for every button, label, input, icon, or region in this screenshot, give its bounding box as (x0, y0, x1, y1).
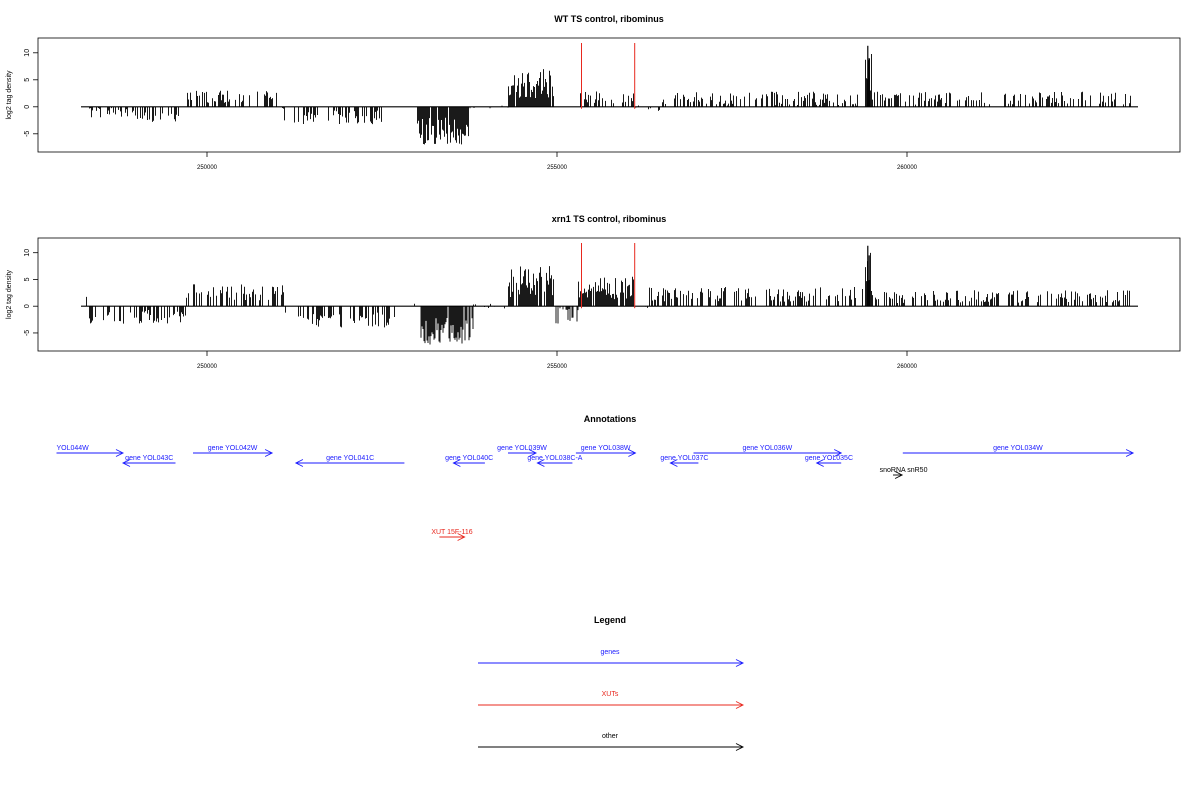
annotations-panel: Annotations YOL044W gene YOL043C gene YOL04… (56, 414, 1135, 541)
y-tick-label: 0 (24, 105, 31, 109)
arrowhead-icon (628, 449, 637, 457)
arrowhead-icon (735, 743, 745, 751)
feature-label: gene YOL040C (445, 455, 493, 462)
plot-panel-1: WT TS control, ribominus log2 tag density… (6, 14, 1181, 171)
x-tick-label: 250000 (197, 364, 218, 370)
plot-frame (37, 237, 1181, 352)
feature-gene: gene YOL034W (902, 445, 1135, 457)
y-tick-label: 0 (24, 304, 31, 308)
feature-gene: gene YOL039W (497, 445, 547, 457)
legend-label: genes (600, 649, 620, 656)
x-tick-label: 255000 (547, 165, 568, 171)
feature-label: gene YOL035C (805, 455, 853, 462)
legend-item: XUTs (478, 691, 745, 709)
y-tick-label: -5 (24, 330, 31, 336)
arrowhead-icon (264, 449, 274, 457)
feature-label: gene YOL041C (326, 455, 374, 462)
plot-title: WT TS control, ribominus (554, 14, 664, 24)
coverage-bars (89, 45, 1131, 145)
arrowhead-icon (833, 449, 843, 457)
y-axis-label: log2 tag density (6, 269, 13, 319)
feature-label: YOL044W (57, 445, 90, 452)
x-tick-label: 260000 (897, 165, 918, 171)
legend: Legend genes XUTs other (478, 615, 745, 751)
arrowhead-icon (457, 533, 466, 541)
feature-gene: YOL044W (56, 445, 125, 457)
plot-panel-2: xrn1 TS control, ribominus log2 tag densi… (6, 214, 1181, 370)
arrowhead-icon (115, 449, 125, 457)
x-tick-label: 255000 (547, 364, 568, 370)
feature-gene: gene YOL036W (693, 445, 843, 457)
feature-xut: XUT 15F-116 (431, 529, 473, 541)
feature-label: XUT 15F-116 (431, 529, 472, 536)
x-tick-label: 250000 (197, 165, 218, 171)
y-tick-label: 5 (24, 277, 31, 281)
feature-gene: gene YOL038C-A (527, 455, 583, 467)
feature-gene: gene YOL038W (575, 445, 637, 457)
feature-label: snoRNA snR50 (880, 467, 928, 474)
feature-gene: gene YOL043C (121, 455, 176, 467)
feature-label: gene YOL038W (581, 445, 631, 452)
annotations-title: Annotations (584, 414, 637, 424)
arrowhead-icon (735, 659, 745, 667)
feature-label: gene YOL042W (208, 445, 258, 452)
arrowhead-icon (735, 701, 745, 709)
legend-item: genes (478, 649, 745, 667)
arrowhead-icon (452, 459, 461, 467)
feature-gene: gene YOL037C (660, 455, 708, 467)
feature-label: gene YOL034W (993, 445, 1043, 452)
arrowhead-icon (815, 459, 824, 467)
feature-label: gene YOL038C-A (527, 455, 582, 462)
legend-label: other (602, 733, 619, 740)
arrowhead-icon (294, 459, 304, 467)
arrowhead-icon (894, 471, 904, 479)
y-tick-label: 10 (24, 49, 31, 57)
feature-label: gene YOL043C (125, 455, 173, 462)
coverage-bars (86, 245, 1130, 345)
y-axis-label: log2 tag density (6, 70, 13, 120)
arrowhead-icon (1125, 449, 1135, 457)
plot-frame (37, 37, 1181, 153)
y-tick-label: -5 (24, 131, 31, 137)
y-tick-label: 10 (24, 249, 31, 257)
arrowhead-icon (528, 449, 538, 457)
feature-gene: gene YOL042W (193, 445, 274, 457)
feature-label: gene YOL037C (660, 455, 708, 462)
feature-other: snoRNA snR50 (880, 467, 928, 479)
feature-gene: gene YOL040C (445, 455, 493, 467)
y-tick-label: 5 (24, 78, 31, 82)
legend-title: Legend (594, 615, 626, 625)
x-tick-label: 260000 (897, 364, 918, 370)
feature-label: gene YOL039W (497, 445, 547, 452)
legend-label: XUTs (602, 691, 619, 698)
arrowhead-icon (669, 459, 678, 467)
plot-title: xrn1 TS control, ribominus (552, 214, 667, 224)
arrowhead-icon (121, 459, 131, 467)
legend-item: other (478, 733, 745, 751)
feature-gene: gene YOL041C (294, 455, 405, 467)
feature-gene: gene YOL035C (805, 455, 853, 467)
feature-label: gene YOL036W (743, 445, 793, 452)
arrowhead-icon (536, 459, 545, 467)
